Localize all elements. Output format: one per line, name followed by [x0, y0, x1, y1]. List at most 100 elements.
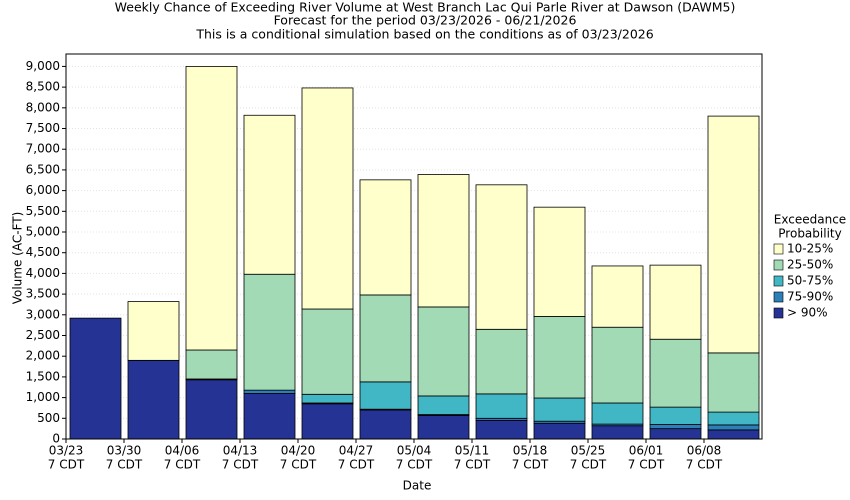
plot-border: [65, 53, 763, 440]
bar-segment: [359, 381, 412, 410]
chart-title: Weekly Chance of Exceeding River Volume …: [115, 0, 736, 15]
bar-segment: [475, 393, 528, 419]
y-tick-label: 5,500: [26, 204, 60, 218]
bar-segment: [417, 415, 470, 440]
bar-segment: [475, 328, 528, 395]
chart-note: This is a conditional simulation based o…: [195, 27, 653, 42]
x-tick-label: 03/30: [107, 444, 142, 458]
bar-segment: [591, 326, 644, 404]
legend-swatch: [773, 291, 784, 303]
x-tick-label: 06/01: [629, 444, 664, 458]
bar-segment: [301, 403, 354, 440]
x-tick-label: 04/13: [223, 444, 258, 458]
x-tick-sublabel: 7 CDT: [454, 458, 491, 472]
bar-segment: [301, 308, 354, 395]
y-tick-label: 6,000: [26, 183, 60, 197]
bar-segment: [185, 349, 238, 380]
x-tick-label: 04/06: [165, 444, 200, 458]
legend-swatch: [773, 307, 784, 319]
y-tick-label: 3,500: [26, 287, 60, 301]
bar-segment: [649, 264, 702, 340]
legend-swatch: [773, 243, 784, 255]
bar-segment: [243, 389, 296, 394]
bar-segment: [301, 393, 354, 404]
bar-segment: [707, 424, 760, 431]
bar-segment: [591, 402, 644, 425]
y-tick-label: 6,500: [26, 162, 60, 176]
y-tick-label: 5,000: [26, 225, 60, 239]
x-tick-sublabel: 7 CDT: [686, 458, 723, 472]
bar-segment: [707, 411, 760, 426]
bar-segment: [707, 115, 760, 354]
legend-label: 25-50%: [787, 258, 833, 272]
x-tick-sublabel: 7 CDT: [106, 458, 143, 472]
legend-swatch: [773, 259, 784, 271]
x-tick-sublabel: 7 CDT: [338, 458, 375, 472]
x-tick-sublabel: 7 CDT: [48, 458, 85, 472]
bar-segment: [359, 294, 412, 383]
legend-label: 10-25%: [787, 242, 833, 256]
bar-segment: [243, 114, 296, 275]
x-tick-label: 04/20: [281, 444, 316, 458]
bar-segment: [127, 359, 180, 440]
x-tick-sublabel: 7 CDT: [164, 458, 201, 472]
bar-segment: [69, 317, 122, 440]
x-tick-label: 03/23: [49, 444, 84, 458]
y-tick-label: 7,000: [26, 142, 60, 156]
x-tick-label: 04/27: [339, 444, 374, 458]
bar-segment: [707, 429, 760, 440]
bar-segment: [707, 352, 760, 413]
bar-segment: [417, 306, 470, 397]
x-tick-label: 05/18: [513, 444, 548, 458]
x-axis-label: Date: [403, 479, 432, 493]
bar-segment: [359, 179, 412, 296]
legend-title: Probability: [778, 227, 841, 241]
bar-segment: [243, 393, 296, 440]
legend-label: 50-75%: [787, 274, 833, 288]
y-tick-label: 7,500: [26, 121, 60, 135]
bar-segment: [649, 406, 702, 425]
bar-segment: [649, 428, 702, 440]
x-tick-sublabel: 7 CDT: [512, 458, 549, 472]
y-axis-label: Volume (AC-FT): [11, 212, 25, 305]
y-tick-label: 8,500: [26, 80, 60, 94]
bar-segment: [359, 409, 412, 440]
chart-subtitle: Forecast for the period 03/23/2026 - 06/…: [274, 13, 577, 28]
bar-segment: [243, 273, 296, 391]
y-tick-label: 2,500: [26, 328, 60, 342]
bar-segment: [417, 174, 470, 308]
y-tick-label: 0: [52, 432, 60, 446]
legend-title: Exceedance: [774, 213, 846, 227]
x-tick-sublabel: 7 CDT: [570, 458, 607, 472]
bar-segment: [127, 301, 180, 361]
y-tick-label: 1,000: [26, 390, 60, 404]
x-tick-sublabel: 7 CDT: [628, 458, 665, 472]
x-tick-label: 05/11: [455, 444, 490, 458]
bar-segment: [533, 422, 586, 440]
legend-label: 75-90%: [787, 290, 833, 304]
bar-segment: [591, 425, 644, 440]
bar-segment: [649, 338, 702, 408]
bar-segment: [185, 379, 238, 440]
y-tick-label: 2,000: [26, 349, 60, 363]
y-tick-label: 3,000: [26, 307, 60, 321]
bar-segment: [533, 206, 586, 317]
legend-swatch: [773, 275, 784, 287]
bar-segment: [301, 87, 354, 310]
x-tick-sublabel: 7 CDT: [222, 458, 259, 472]
y-tick-label: 500: [37, 411, 60, 425]
x-tick-sublabel: 7 CDT: [396, 458, 433, 472]
bar-segment: [533, 316, 586, 399]
y-tick-label: 4,000: [26, 266, 60, 280]
x-tick-sublabel: 7 CDT: [280, 458, 317, 472]
bar-segment: [475, 184, 528, 330]
bar-segment: [185, 66, 238, 351]
y-tick-label: 9,000: [26, 59, 60, 73]
y-tick-label: 4,500: [26, 245, 60, 259]
bar-segment: [475, 419, 528, 440]
bar-segment: [533, 397, 586, 422]
x-tick-label: 06/08: [687, 444, 722, 458]
x-tick-label: 05/25: [571, 444, 606, 458]
